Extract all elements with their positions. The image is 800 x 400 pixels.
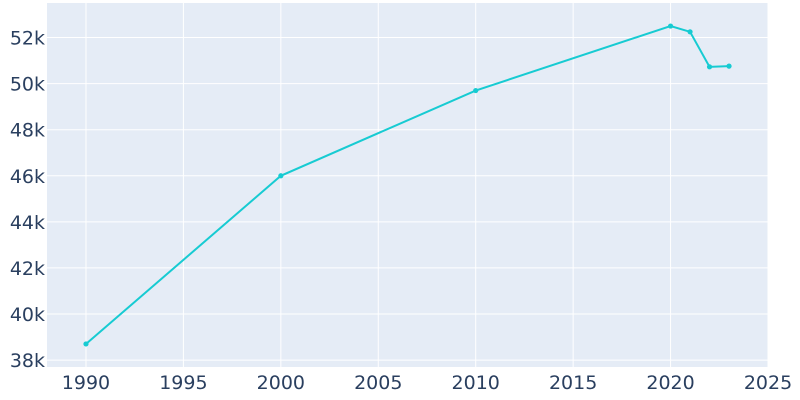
x-tick-label: 1990 [62, 372, 110, 394]
y-tick-label: 42k [10, 258, 45, 280]
y-tick-labels: 38k 40k 42k 44k 46k 48k 50k 52k [10, 28, 45, 373]
data-point-2000 [278, 173, 284, 179]
data-point-1990 [83, 341, 89, 347]
y-tick-label: 44k [10, 212, 45, 234]
y-gridlines [47, 37, 768, 361]
x-tick-label: 2010 [452, 372, 500, 394]
y-tick-label: 50k [10, 74, 45, 96]
x-tick-labels: 1990 1995 2000 2005 2010 2015 2020 2025 [62, 372, 792, 394]
plot-area [47, 3, 768, 367]
data-point-2021 [687, 29, 693, 35]
data-point-2023 [726, 63, 732, 69]
x-tick-label: 2000 [257, 372, 305, 394]
y-tick-label: 48k [10, 120, 45, 142]
y-tick-label: 52k [10, 28, 45, 50]
x-tick-label: 2005 [354, 372, 402, 394]
x-tick-label: 1995 [159, 372, 207, 394]
data-point-2010 [473, 87, 479, 94]
y-tick-label: 38k [10, 350, 45, 372]
y-tick-label: 40k [10, 304, 45, 326]
x-tick-label: 2025 [744, 372, 792, 394]
x-tick-label: 2020 [646, 372, 694, 394]
x-gridlines [85, 3, 769, 367]
x-tick-label: 2015 [549, 372, 597, 394]
y-tick-label: 46k [10, 166, 45, 188]
data-point-2022 [706, 64, 713, 70]
series-group [83, 23, 732, 347]
data-point-2020 [667, 23, 674, 29]
